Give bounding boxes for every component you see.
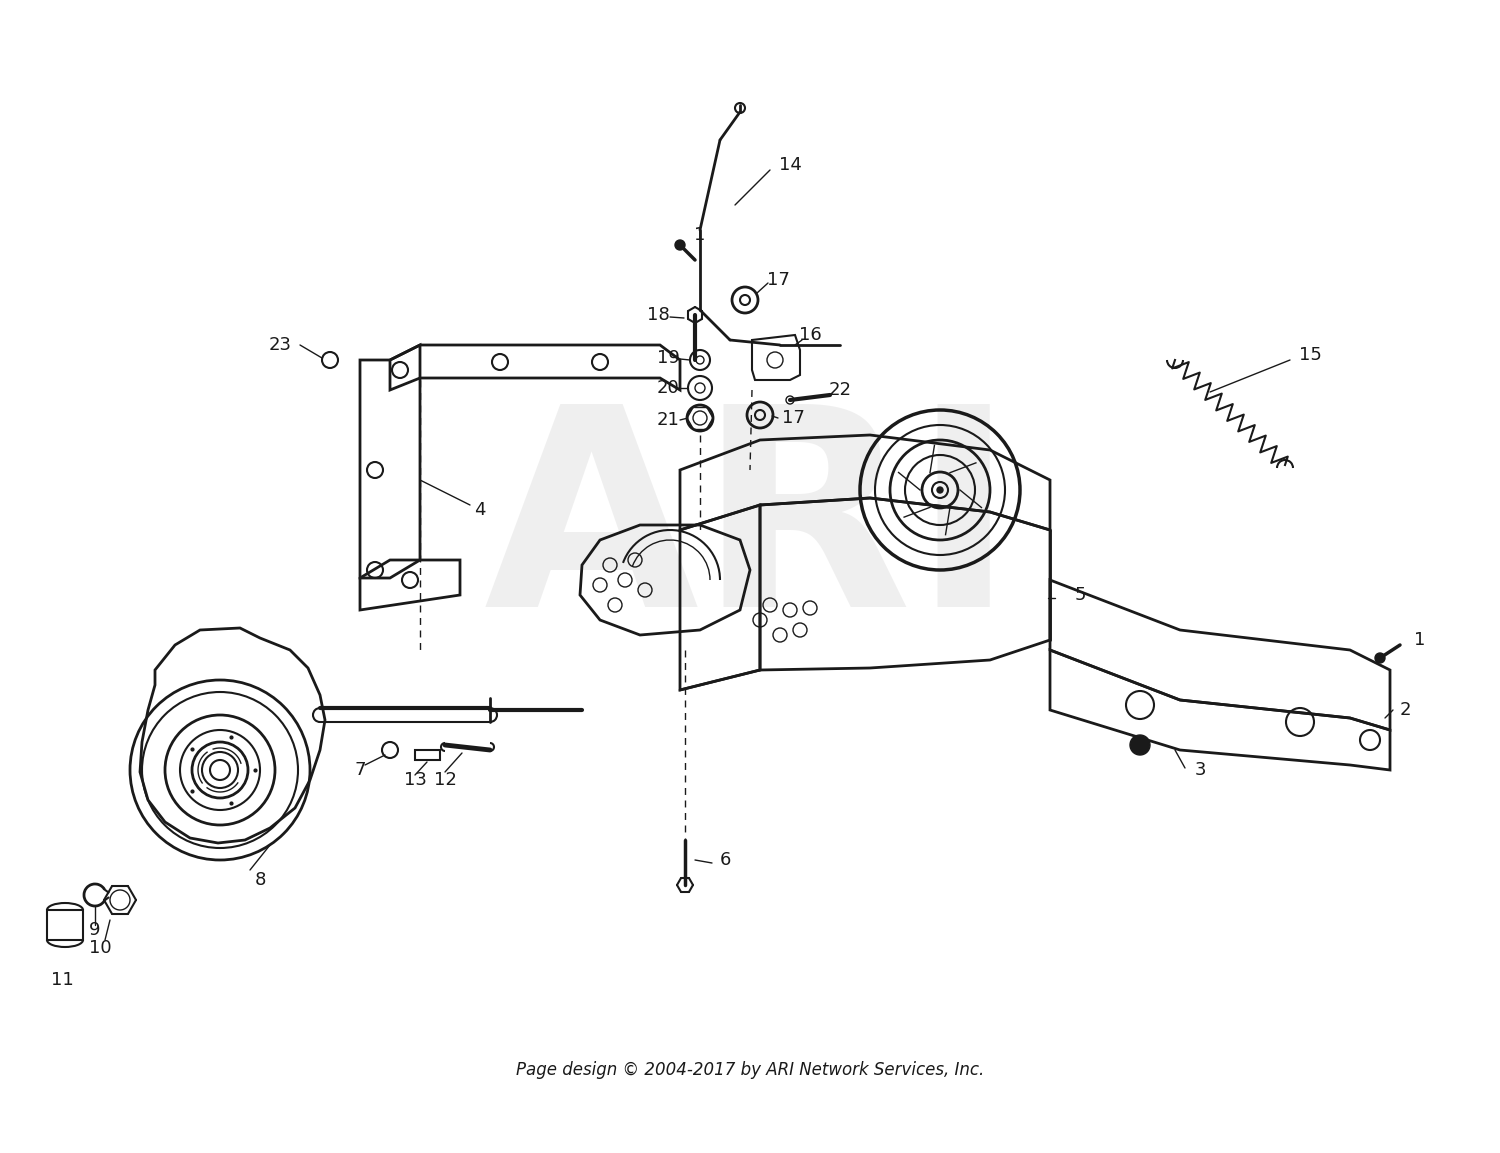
Text: 14: 14 <box>778 156 801 174</box>
Text: 13: 13 <box>404 771 426 789</box>
Text: 23: 23 <box>268 336 291 354</box>
Text: 6: 6 <box>720 851 730 869</box>
Circle shape <box>1376 653 1384 663</box>
Text: 11: 11 <box>51 971 74 989</box>
Text: 22: 22 <box>828 380 852 399</box>
Circle shape <box>938 487 944 493</box>
Text: 20: 20 <box>657 379 680 397</box>
Text: 2: 2 <box>1400 701 1410 719</box>
Text: 1: 1 <box>694 226 705 244</box>
Text: 18: 18 <box>646 306 669 324</box>
Text: 15: 15 <box>1299 346 1322 364</box>
Text: 10: 10 <box>88 939 111 957</box>
Circle shape <box>1130 734 1150 755</box>
Text: 7: 7 <box>354 761 366 779</box>
Text: ARI: ARI <box>484 395 1016 665</box>
Text: 8: 8 <box>255 871 266 889</box>
Text: 12: 12 <box>433 771 456 789</box>
Circle shape <box>786 395 794 404</box>
Circle shape <box>675 240 686 250</box>
Text: 17: 17 <box>782 409 804 427</box>
Text: 1: 1 <box>1414 631 1425 649</box>
Text: 3: 3 <box>1194 761 1206 779</box>
Text: 4: 4 <box>474 502 486 519</box>
Text: 17: 17 <box>766 271 789 289</box>
Text: Page design © 2004-2017 by ARI Network Services, Inc.: Page design © 2004-2017 by ARI Network S… <box>516 1061 984 1079</box>
Text: 19: 19 <box>657 349 680 367</box>
Text: 5: 5 <box>1076 586 1086 604</box>
Text: 16: 16 <box>798 326 822 344</box>
Text: 9: 9 <box>90 921 101 939</box>
Text: 21: 21 <box>657 410 680 429</box>
